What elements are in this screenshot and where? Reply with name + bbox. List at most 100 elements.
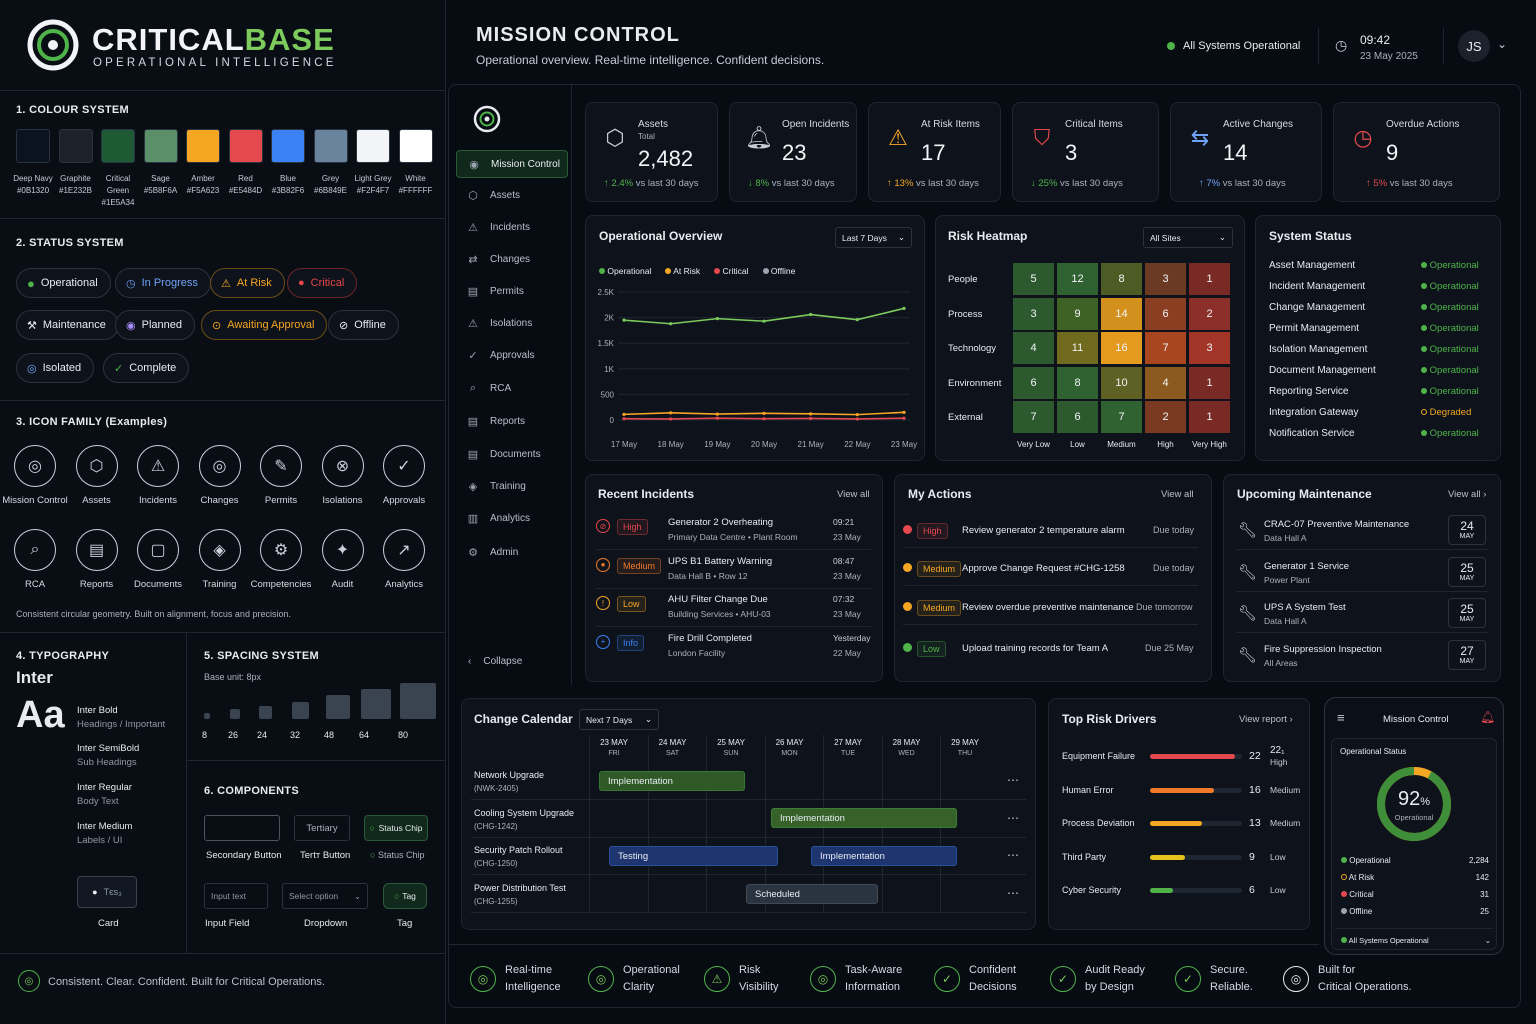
nav-item-changes[interactable]: ⇄ Changes bbox=[456, 245, 568, 273]
actions-view-all[interactable]: View all bbox=[1161, 489, 1194, 500]
dropdown-sample[interactable]: Select option ⌄ bbox=[282, 883, 368, 909]
heatmap-cell[interactable]: 8 bbox=[1056, 365, 1099, 400]
divider bbox=[903, 624, 1198, 625]
maintenance-title[interactable]: Generator 1 Service bbox=[1264, 560, 1350, 572]
nav-item-approvals[interactable]: ✓ Approvals bbox=[456, 341, 568, 369]
change-bar[interactable]: Implementation bbox=[811, 846, 957, 866]
status-chip-awaiting-approval: ⊙ Awaiting Approval bbox=[201, 310, 328, 340]
more-icon[interactable]: ⋯ bbox=[1007, 848, 1019, 862]
change-bar[interactable]: Implementation bbox=[599, 771, 745, 791]
heatmap-cell[interactable]: 6 bbox=[1012, 365, 1055, 400]
y-tick-label: 500 bbox=[601, 390, 615, 399]
more-icon[interactable]: ⋯ bbox=[1007, 885, 1019, 900]
heatmap-cell[interactable]: 7 bbox=[1012, 400, 1055, 434]
action-text[interactable]: Upload training records for Team A bbox=[962, 643, 1109, 654]
admin-icon: ⚙ bbox=[468, 546, 478, 559]
maintenance-title[interactable]: UPS A System Test bbox=[1264, 602, 1346, 613]
mobile-status-row: At Risk 142 bbox=[1341, 873, 1489, 882]
calendar-change-name[interactable]: Power Distribution Test (CHG-1255) bbox=[474, 882, 566, 906]
kpi-icon: 🔔︎ bbox=[745, 125, 773, 150]
heatmap-cell[interactable]: 2 bbox=[1188, 296, 1231, 331]
chevron-down-icon[interactable]: ⌄ bbox=[1497, 37, 1508, 51]
data-point bbox=[669, 417, 673, 421]
collapse-button[interactable]: ‹ Collapse bbox=[468, 656, 523, 667]
maintenance-title[interactable]: CRAC-07 Preventive Maintenance bbox=[1264, 519, 1410, 530]
heatmap-cell[interactable]: 3 bbox=[1012, 296, 1055, 331]
action-text[interactable]: Approve Change Request #CHG-1258 bbox=[962, 563, 1125, 574]
nav-item-training[interactable]: ◈ Training bbox=[456, 472, 568, 500]
kpi-card-active-changes[interactable]: ⇆ Active Changes 14 ↑ 7% vs last 30 days bbox=[1170, 102, 1322, 202]
tertiary-button-sample[interactable]: Tertiary bbox=[294, 815, 350, 841]
calendar-change-name[interactable]: Security Patch Rollout (CHG-1250) bbox=[474, 845, 563, 868]
heatmap-cell[interactable]: 6 bbox=[1056, 400, 1099, 434]
heatmap-cell[interactable]: 4 bbox=[1012, 331, 1055, 365]
maintenance-view-all[interactable]: View all › bbox=[1448, 489, 1487, 500]
kpi-card-at-risk-items[interactable]: ⚠ At Risk Items 17 ↑ 13% vs last 30 days bbox=[868, 102, 1001, 202]
priority-dot-icon bbox=[903, 643, 912, 652]
heatmap-cell[interactable]: 7 bbox=[1144, 331, 1187, 365]
heatmap-cell[interactable]: 10 bbox=[1100, 365, 1143, 400]
action-text[interactable]: Review overdue preventive maintenance bbox=[962, 602, 1134, 613]
action-text[interactable]: Review generator 2 temperature alarm bbox=[962, 525, 1125, 536]
nav-item-analytics[interactable]: ▥ Analytics bbox=[467, 512, 531, 525]
heatmap-cell[interactable]: 1 bbox=[1188, 262, 1231, 296]
heatmap-cell[interactable]: 9 bbox=[1056, 296, 1099, 331]
input-field-sample[interactable]: Input text bbox=[204, 883, 268, 909]
change-bar[interactable]: Scheduled bbox=[746, 884, 878, 904]
nav-item-rca[interactable]: ⌕ RCA bbox=[456, 374, 568, 402]
heatmap-cell[interactable]: 3 bbox=[1188, 331, 1231, 365]
heatmap-cell[interactable]: 8 bbox=[1100, 262, 1143, 296]
heatmap-cell[interactable]: 16 bbox=[1100, 331, 1143, 365]
nav-item-documents[interactable]: ▤ Documents bbox=[467, 448, 541, 461]
incidents-view-all[interactable]: View all bbox=[837, 489, 870, 500]
heatmap-cell[interactable]: 5 bbox=[1012, 262, 1055, 296]
risk-drivers-view-report[interactable]: View report › bbox=[1239, 714, 1293, 725]
nav-item-isolations[interactable]: ⚠ Isolations bbox=[456, 309, 568, 337]
heatmap-cell[interactable]: 14 bbox=[1100, 296, 1143, 331]
calendar-change-name[interactable]: Cooling System Upgrade (CHG-1242) bbox=[474, 807, 575, 831]
more-icon[interactable]: ⋯ bbox=[1007, 810, 1019, 825]
kpi-card-overdue-actions[interactable]: ◷ Overdue Actions 9 ↑ 5% vs last 30 days bbox=[1333, 102, 1500, 202]
heatmap-cell[interactable]: 12 bbox=[1056, 262, 1099, 296]
incident-title[interactable]: UPS B1 Battery Warning bbox=[668, 555, 773, 567]
kpi-card-assets[interactable]: ⬡ Assets Total 2,482 ↑ 2.4% vs last 30 d… bbox=[585, 102, 718, 202]
nav-item-permits[interactable]: ▤ Permits bbox=[467, 285, 524, 298]
colour-swatch-label: Deep Navy #0B1320 bbox=[13, 174, 53, 195]
heatmap-cell[interactable]: 3 bbox=[1144, 262, 1187, 296]
incident-title[interactable]: Generator 2 Overheating bbox=[668, 517, 774, 528]
heatmap-cell[interactable]: 7 bbox=[1100, 400, 1143, 434]
change-bar[interactable]: Testing bbox=[609, 846, 778, 866]
nav-item-reports[interactable]: ▤ Reports bbox=[467, 415, 526, 428]
calendar-range-select[interactable]: Next 7 Days ⌄ bbox=[579, 709, 659, 730]
menu-icon[interactable]: ≡ bbox=[1337, 710, 1345, 725]
tag-label: Tag bbox=[397, 918, 413, 929]
nav-item-admin[interactable]: ⚙ Admin bbox=[456, 538, 568, 566]
more-icon[interactable]: ⋯ bbox=[1007, 773, 1019, 787]
nav-item-mission-control[interactable]: ◉ Mission Control bbox=[456, 150, 568, 178]
heatmap-cell[interactable]: 1 bbox=[1188, 400, 1231, 434]
kpi-card-critical-items[interactable]: ⛉ Critical Items 3 ↓ 25% vs last 30 days bbox=[1012, 102, 1159, 202]
overview-range-select[interactable]: Last 7 Days ⌄ bbox=[835, 227, 912, 248]
secondary-button-sample[interactable] bbox=[204, 815, 280, 841]
system-status-state: Degraded bbox=[1421, 407, 1471, 418]
heatmap-cell[interactable]: 6 bbox=[1144, 296, 1187, 331]
mobile-footer-status[interactable]: All Systems Operational ⌄ bbox=[1341, 936, 1491, 945]
nav-item-incidents[interactable]: ⚠ Incidents bbox=[456, 213, 568, 241]
icon-family-assets-icon: ⬡ bbox=[75, 445, 118, 487]
heatmap-col-label: Very High bbox=[1192, 440, 1227, 449]
heatmap-cell[interactable]: 2 bbox=[1144, 400, 1187, 434]
maintenance-title[interactable]: Fire Suppression Inspection bbox=[1264, 643, 1382, 655]
heatmap-cell[interactable]: 1 bbox=[1188, 365, 1231, 400]
heatmap-site-select[interactable]: All Sites ⌄ bbox=[1143, 227, 1233, 248]
heatmap-cell[interactable]: 11 bbox=[1056, 331, 1099, 365]
incident-title[interactable]: AHU Filter Change Due bbox=[668, 594, 768, 605]
kpi-card-open-incidents[interactable]: 🔔︎ Open Incidents 23 ↓ 8% vs last 30 day… bbox=[729, 102, 857, 202]
bell-icon[interactable]: 🔔︎ bbox=[1480, 710, 1496, 724]
nav-item-assets[interactable]: ⬡ Assets bbox=[456, 181, 568, 209]
user-avatar[interactable]: JS bbox=[1458, 30, 1490, 62]
change-bar[interactable]: Implementation bbox=[771, 808, 957, 828]
heatmap-cell[interactable]: 4 bbox=[1144, 365, 1187, 400]
incident-title[interactable]: Fire Drill Completed bbox=[668, 632, 752, 644]
calendar-change-name[interactable]: Network Upgrade (NWK-2405) bbox=[474, 770, 545, 793]
divider bbox=[1236, 549, 1488, 550]
